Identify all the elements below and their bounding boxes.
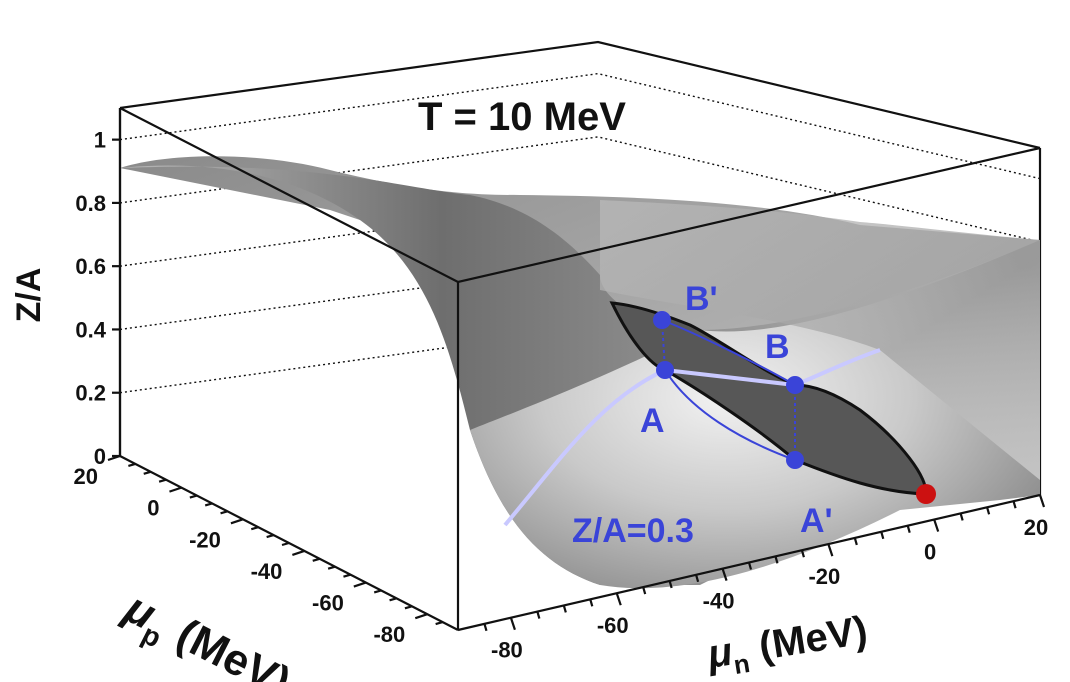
mu-n-minor-tick <box>536 611 541 619</box>
mu-n-tick-label: -40 <box>703 589 735 614</box>
point-b <box>786 376 804 394</box>
tie-line-a-a-prime <box>664 369 796 461</box>
mu-p-minor-tick <box>189 494 198 499</box>
surface <box>120 156 1040 589</box>
mu-n-minor-tick <box>483 623 488 632</box>
mu-n-minor-tick <box>747 562 753 570</box>
mu-n-minor-tick <box>800 549 805 558</box>
mu-p-minor-tick <box>204 502 213 507</box>
mu-p-tick-mark <box>230 518 244 525</box>
mu-p-minor-tick <box>327 565 336 570</box>
label-b: B <box>765 328 790 366</box>
mu-p-minor-tick <box>312 557 321 562</box>
mu-p-minor-tick <box>266 534 274 539</box>
mu-p-minor-tick <box>158 478 167 483</box>
z-tick-label: 0.4 <box>75 317 106 342</box>
mu-n-tick-mark <box>827 543 834 557</box>
svg-text:(MeV): (MeV) <box>756 608 870 668</box>
mu-n-tick-label: -80 <box>491 638 523 663</box>
label-a: A <box>640 402 665 440</box>
tie-line-b-prime-b <box>661 319 796 386</box>
chart-title: T = 10 MeV <box>418 95 626 139</box>
mu-n-tick-label: 20 <box>1024 515 1048 540</box>
svg-text:μ: μ <box>704 630 736 677</box>
mu-n-tick-mark <box>721 568 728 581</box>
state-points: B' A B A' Z/A=0.3 <box>572 280 936 550</box>
z-tick-label: 0.6 <box>75 254 106 279</box>
mu-p-axis-label: μ p (MeV) <box>116 582 298 682</box>
mu-n-minor-tick <box>906 525 911 533</box>
mu-p-tick-label: 0 <box>147 496 159 521</box>
mu-p-minor-tick <box>281 541 290 547</box>
box-back-top <box>119 40 1041 150</box>
mu-n-tick-label: 0 <box>924 540 936 565</box>
contour-mid <box>664 368 796 387</box>
mu-n-tick-mark <box>1038 494 1046 508</box>
mu-n-axis-ticks: -80 -60 -40 -20 0 20 <box>483 494 1048 663</box>
mu-p-tick-label: -40 <box>251 559 283 584</box>
mu-n-tick-mark <box>933 519 940 532</box>
mu-n-minor-tick <box>986 506 991 515</box>
mu-n-minor-tick <box>668 580 673 589</box>
mu-p-tick-mark <box>107 454 121 462</box>
mu-p-tick-mark <box>169 486 182 493</box>
mu-p-tick-label: -20 <box>189 527 221 552</box>
mu-n-minor-tick <box>562 605 567 613</box>
mu-n-minor-tick <box>1012 500 1017 509</box>
mu-n-minor-tick <box>853 537 858 546</box>
contour-left-branch <box>503 368 666 527</box>
point-b-prime <box>653 311 671 329</box>
mu-p-minor-tick <box>435 621 443 626</box>
point-a <box>656 361 674 379</box>
mu-p-tick-mark <box>292 549 305 556</box>
mu-p-minor-tick <box>220 510 228 515</box>
z-tick-label: 0.2 <box>75 381 106 406</box>
svg-text:(MeV): (MeV) <box>169 610 298 682</box>
mu-p-tick-mark <box>414 613 428 620</box>
tie-lines <box>661 319 796 461</box>
z-axis-ticks: 0 0.2 0.4 0.6 0.8 1 <box>75 128 120 469</box>
mu-p-minor-tick <box>343 573 351 578</box>
z-tick-label: 1 <box>94 128 106 153</box>
critical-point <box>916 484 936 504</box>
mu-p-minor-tick <box>404 605 413 610</box>
mu-p-axis-ticks: 20 0 -20 -40 -60 -80 <box>74 454 443 647</box>
svg-text:n: n <box>732 648 752 680</box>
surface-right-slope <box>600 200 1040 480</box>
label-a-prime: A' <box>800 502 833 540</box>
label-b-prime: B' <box>685 280 718 318</box>
mu-p-tick-label: 20 <box>74 464 98 489</box>
mu-p-minor-tick <box>128 462 136 467</box>
mu-p-minor-tick <box>250 526 259 531</box>
mu-n-tick-mark <box>615 592 622 606</box>
mu-n-minor-tick <box>959 513 964 521</box>
mu-n-tick-label: -60 <box>597 613 629 638</box>
mu-p-minor-tick <box>143 470 152 475</box>
mu-n-minor-tick <box>774 556 779 564</box>
mu-n-tick-mark <box>509 617 516 631</box>
mu-n-minor-tick <box>880 531 885 540</box>
coexistence-region <box>609 301 928 496</box>
mu-n-minor-tick <box>642 586 647 595</box>
z-gridline <box>119 72 1041 180</box>
mu-p-minor-tick <box>389 597 397 602</box>
mu-p-tick-label: -60 <box>312 591 344 616</box>
z-tick-label: 0 <box>94 444 106 469</box>
mu-p-tick-label: -80 <box>373 622 405 647</box>
mu-n-tick-label: -20 <box>808 564 840 589</box>
z-tick-label: 0.8 <box>75 191 106 216</box>
point-a-prime <box>786 451 804 469</box>
contour-label: Z/A=0.3 <box>572 512 694 550</box>
mu-p-tick-mark <box>353 581 367 588</box>
mu-n-minor-tick <box>695 574 700 583</box>
z-axis-label: Z/A <box>10 268 48 323</box>
mu-n-axis-label: μ n (MeV) <box>704 608 871 680</box>
mu-n-minor-tick <box>589 599 594 607</box>
mu-p-minor-tick <box>373 589 382 594</box>
